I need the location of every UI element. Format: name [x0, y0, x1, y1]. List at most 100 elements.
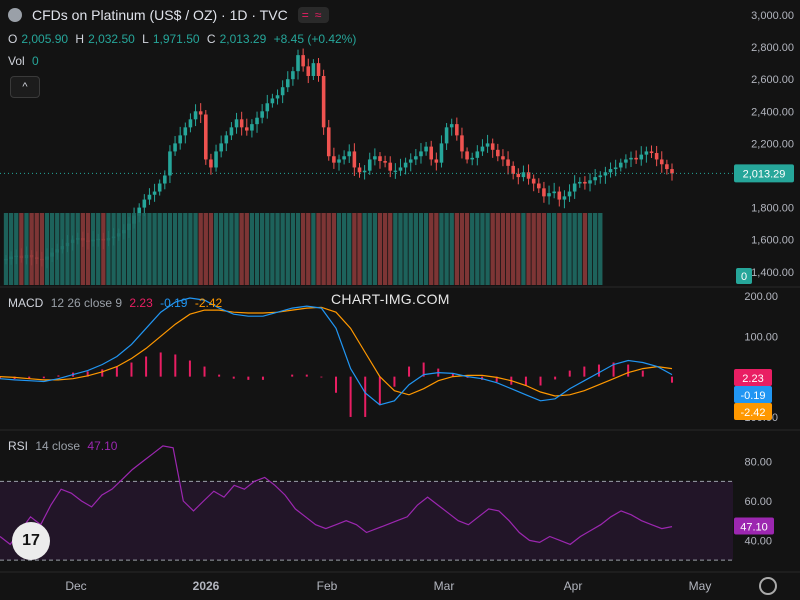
volume-bar	[213, 213, 219, 285]
volume-bar	[362, 213, 367, 285]
volume-bar	[3, 213, 9, 285]
tradingview-logo[interactable]: 17	[12, 522, 50, 560]
candle-body	[618, 162, 623, 168]
candle-body	[234, 119, 239, 128]
volume-bar	[203, 213, 208, 285]
volume-bar	[147, 213, 152, 285]
candle-body	[224, 135, 229, 144]
candle-body	[577, 181, 582, 184]
rsi-value-badge-label: 47.10	[740, 521, 768, 533]
gear-icon[interactable]	[759, 577, 777, 595]
volume-bar	[541, 213, 547, 285]
candle-body	[465, 151, 469, 160]
volume-bar	[167, 213, 173, 285]
candle-body	[470, 157, 474, 160]
rsi-pane	[0, 445, 733, 561]
volume-bar	[39, 213, 45, 285]
candle-body	[383, 161, 387, 163]
candle-body	[531, 178, 536, 184]
candle-body	[490, 143, 495, 150]
watermark: CHART-IMG.COM	[331, 291, 450, 307]
rsi-params: 14 close	[35, 439, 81, 453]
volume-label: Vol	[8, 54, 25, 68]
collapse-legend-button[interactable]: ^	[10, 76, 40, 98]
volume-bar	[126, 213, 132, 285]
last-price-badge	[734, 164, 794, 183]
close-value: 2,013.29	[219, 32, 267, 46]
volume-bar	[592, 213, 598, 285]
x-tick-label: Mar	[434, 579, 455, 593]
volume-bar	[454, 213, 459, 285]
candle-body	[244, 127, 249, 131]
candle-body	[285, 79, 290, 88]
volume-bar	[183, 213, 188, 285]
volume-bar	[259, 213, 265, 285]
price-tick-label: 2,600.00	[751, 74, 794, 86]
volume-bar	[316, 213, 321, 285]
x-tick-label: Feb	[317, 579, 338, 593]
volume-bar	[352, 213, 357, 285]
candle-body	[501, 156, 505, 160]
volume-bar	[152, 213, 157, 285]
volume-bar	[80, 213, 86, 285]
volume-bar	[567, 213, 572, 285]
volume-legend: Vol 0	[8, 54, 43, 68]
volume-bar	[90, 213, 96, 285]
candle-body	[163, 175, 167, 184]
volume-bar	[459, 213, 465, 285]
volume-bar	[60, 213, 65, 285]
macd-signal-value: -2.42	[194, 296, 223, 310]
candle-body	[398, 167, 403, 171]
x-tick-label: May	[689, 579, 712, 593]
volume-bar	[464, 213, 470, 285]
volume-bar	[429, 213, 434, 285]
candle-body	[608, 169, 613, 173]
volume-bar	[347, 213, 352, 285]
volume-bar	[193, 213, 198, 285]
ohlc-legend: O 2,005.90 H 2,032.50 L 1,971.50 C 2,013.29 …	[8, 32, 360, 46]
volume-bar	[101, 213, 106, 285]
candle-body	[629, 157, 633, 160]
candle-body	[326, 127, 331, 157]
candle-body	[429, 146, 434, 160]
volume-bar	[505, 213, 511, 285]
low-label: L	[142, 32, 149, 46]
macd-tick-label: 200.00	[744, 291, 778, 303]
candle-body	[583, 181, 587, 184]
minus-icon: =	[301, 8, 309, 22]
volume-bar	[44, 213, 50, 285]
volume-bar	[157, 213, 162, 285]
candle-body	[593, 177, 597, 181]
indicator-pill[interactable]: = ≈	[297, 7, 330, 23]
candle-body	[557, 191, 562, 200]
candle-body	[562, 196, 567, 200]
volume-bar	[331, 213, 337, 285]
volume-bar	[121, 213, 126, 285]
volume-bar	[142, 213, 147, 285]
volume-bar	[137, 213, 142, 285]
candle-body	[572, 183, 577, 192]
volume-bar	[300, 213, 306, 285]
candle-body	[644, 151, 649, 155]
macd-value-badge-label: -0.19	[740, 390, 765, 402]
volume-bar	[244, 213, 249, 285]
volume-bar	[500, 213, 506, 285]
macd-value-badge	[734, 403, 772, 420]
volume-bar	[326, 213, 331, 285]
macd-value-badge	[734, 386, 772, 403]
candle-body	[352, 151, 357, 168]
candle-body	[485, 143, 490, 147]
candle-body	[311, 63, 316, 76]
candle-body	[542, 188, 546, 197]
candle-body	[547, 193, 551, 197]
volume-bar	[521, 213, 526, 285]
candle-body	[634, 157, 638, 160]
volume-bar	[423, 213, 429, 285]
candle-body	[496, 149, 500, 157]
low-value: 1,971.50	[152, 32, 200, 46]
candle-body	[265, 103, 270, 112]
volume-badge	[736, 268, 752, 284]
volume-bar	[418, 213, 424, 285]
candle-body	[424, 146, 428, 152]
chart-header: CFDs on Platinum (US$ / OZ) · 1D · TVC =…	[8, 7, 333, 23]
